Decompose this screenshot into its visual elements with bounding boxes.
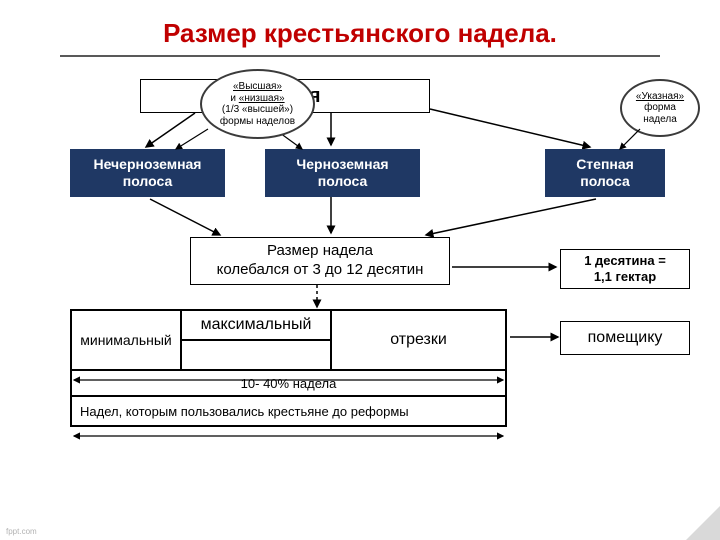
landlord-box: помещику: [560, 321, 690, 355]
desyatina-box: 1 десятина =1,1 гектар: [560, 249, 690, 289]
arrow-russia-to-z3: [428, 107, 598, 153]
width-arrow-bottom: [70, 429, 507, 443]
cell-maximal: максимальный: [181, 310, 331, 340]
zone2-label: Черноземнаяполоса: [296, 156, 388, 190]
arrow-z3-to-size: [420, 197, 600, 241]
width-arrow-top: [70, 373, 507, 387]
zone-steppe: Степнаяполоса: [545, 149, 665, 197]
arrow-z1-to-size: [148, 197, 228, 241]
page-title: Размер крестьянского надела.: [0, 0, 720, 55]
desyatina-text: 1 десятина =1,1 гектар: [584, 253, 666, 284]
cell-empty: [181, 340, 331, 370]
bubble-left-text: «Высшая»и «низшая»(1/3 «высшей»)формы на…: [220, 81, 295, 127]
bubble-highest-lowest: «Высшая»и «низшая»(1/3 «высшей»)формы на…: [200, 69, 315, 139]
arrow-bubble-to-z1: [172, 127, 212, 153]
cell-prereform: Надел, которым пользовались крестьяне до…: [71, 396, 506, 426]
arrow-z2-to-size: [316, 197, 346, 239]
bubble-right-text: «Указная»форманадела: [636, 91, 684, 126]
zone3-label: Степнаяполоса: [576, 156, 634, 190]
size-range-box: Размер наделаколебался от 3 до 12 десяти…: [190, 237, 450, 285]
zone-nechernozem: Нечерноземнаяполоса: [70, 149, 225, 197]
diagram-stage: Россия «Высшая»и «низшая»(1/3 «высшей»)ф…: [0, 69, 720, 539]
arrow-otrezki-to-landlord: [508, 329, 564, 345]
footer-credit: fppt.com: [6, 527, 37, 536]
zone-chernozem: Черноземнаяполоса: [265, 149, 420, 197]
cell-otrezki: отрезки: [331, 310, 506, 370]
page-curl-icon: [686, 506, 720, 540]
arrow-size-to-desyatina: [450, 259, 562, 275]
arrow-russia-to-z2: [316, 113, 346, 151]
arrow-bubble-to-z3: [616, 127, 646, 153]
size-range-text: Размер наделаколебался от 3 до 12 десяти…: [217, 242, 424, 280]
title-rule: [60, 55, 660, 57]
zone1-label: Нечерноземнаяполоса: [94, 156, 202, 190]
allotment-table: минимальный максимальный отрезки 10- 40%…: [70, 309, 507, 427]
cell-minimal: минимальный: [71, 310, 181, 370]
